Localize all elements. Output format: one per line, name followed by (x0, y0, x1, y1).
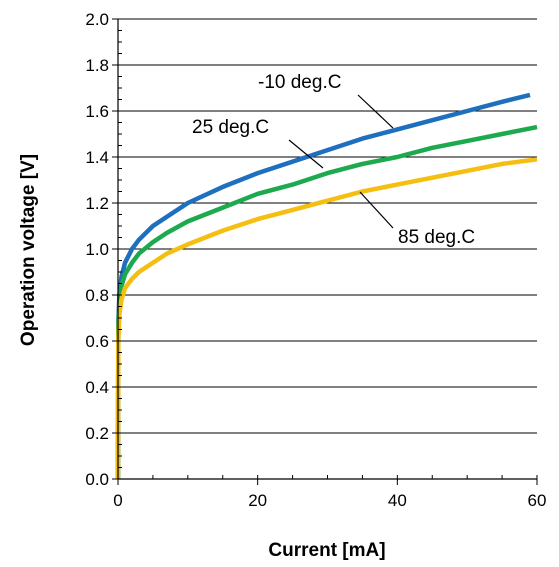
x-axis-title: Current [mA] (268, 540, 385, 561)
annotation-layer: -10 deg.C 25 deg.C 85 deg.C (192, 72, 475, 248)
annotation-leader (359, 191, 394, 229)
series-annotation: -10 deg.C (258, 72, 341, 93)
y-tick-label: 1.2 (85, 194, 109, 213)
series-layer (115, 92, 538, 480)
x-tick-label: 0 (113, 491, 122, 510)
y-tick-label: 2.0 (85, 10, 109, 29)
series-line-1 (115, 124, 538, 480)
y-tick-label: 1.0 (85, 240, 109, 259)
x-tick-label: 20 (248, 491, 267, 510)
y-tick-label: 0.2 (85, 424, 109, 443)
y-tick-label: 1.4 (85, 148, 109, 167)
y-tick-label: 0.6 (85, 332, 109, 351)
annotation-leader (288, 139, 324, 169)
y-tick-label: 1.8 (85, 56, 109, 75)
series-line-2 (115, 157, 538, 480)
annotation-leader (357, 94, 394, 129)
series-line-0 (115, 92, 531, 480)
y-axis-title: Operation voltage [V] (18, 154, 39, 346)
series-annotation: 25 deg.C (192, 117, 269, 138)
y-tick-label: 0.0 (85, 470, 109, 489)
x-tick-label: 40 (388, 491, 407, 510)
y-tick-label: 0.8 (85, 286, 109, 305)
y-tick-label: 1.6 (85, 102, 109, 121)
x-tick-label: 60 (528, 491, 547, 510)
series-annotation: 85 deg.C (398, 227, 475, 248)
axis-ticks: 0.0 0.2 0.4 0.6 0.8 1.0 1.2 1.4 1.6 1.8 2.0 0 20 40 60 (85, 10, 546, 510)
y-tick-label: 0.4 (85, 378, 109, 397)
